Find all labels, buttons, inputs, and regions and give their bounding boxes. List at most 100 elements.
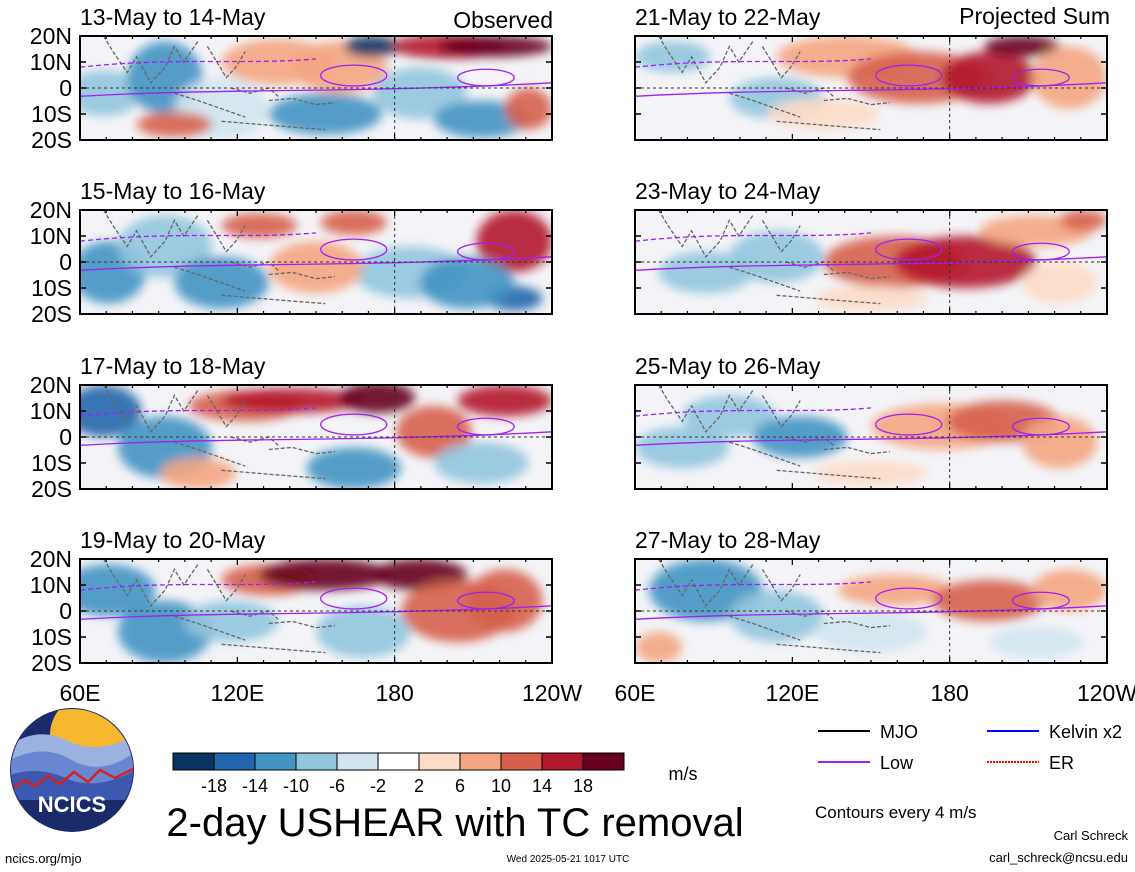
lon-tick-label: 60E	[60, 680, 101, 706]
panel-title: 23-May to 24-May	[635, 178, 821, 204]
lat-tick-label: 20N	[30, 197, 72, 223]
colorbar-swatch	[172, 752, 215, 771]
shear-blob	[80, 564, 156, 617]
shear-blob	[160, 457, 236, 489]
colorbar-swatch	[213, 752, 256, 771]
shear-blob	[658, 251, 753, 294]
panel-title: 27-May to 28-May	[635, 527, 821, 553]
low-contours	[80, 58, 552, 97]
shear-field	[635, 395, 1098, 486]
panel-title: 15-May to 16-May	[80, 178, 266, 204]
lat-tick-label: 20N	[30, 372, 72, 398]
shear-blob	[504, 88, 552, 130]
footer-timestamp: Wed 2025-05-21 1017 UTC	[507, 854, 630, 865]
observed-header: Observed	[453, 7, 553, 33]
shear-field	[80, 559, 543, 663]
shear-blob	[80, 385, 142, 437]
coastlines	[658, 559, 890, 654]
lat-tick-label: 10N	[30, 49, 72, 75]
shear-blob	[221, 213, 298, 239]
legend-label: Kelvin x2	[1049, 722, 1122, 742]
colorbar-swatch	[541, 752, 584, 771]
shear-blob	[183, 600, 279, 643]
shear-blob	[729, 230, 824, 283]
panel: 27-May to 28-May 60E 120E 180 120W	[615, 527, 1135, 706]
shear-blob	[434, 442, 529, 484]
shear-blob	[396, 405, 472, 458]
shear-blob	[988, 626, 1084, 658]
colorbar-swatch	[459, 752, 502, 771]
panel-title: 25-May to 26-May	[635, 353, 821, 379]
colorbar-label: 2	[414, 776, 424, 796]
lat-tick-label: 10S	[31, 101, 72, 127]
colorbar-swatch	[418, 752, 461, 771]
legend-label: ER	[1049, 753, 1074, 773]
main-title: 2-day USHEAR with TC removal	[166, 801, 743, 845]
shear-blob	[221, 388, 364, 414]
lat-tick-label: 20N	[30, 23, 72, 49]
contour-note: Contours every 4 m/s	[815, 803, 977, 822]
footer-email: carl_schreck@ncsu.edu	[989, 850, 1128, 865]
lat-tick-label: 10S	[31, 450, 72, 476]
colorbar-label: 10	[491, 776, 511, 796]
shear-blob	[941, 51, 1037, 104]
lat-tick-label: 20S	[31, 127, 72, 153]
lat-tick-label: 0	[59, 424, 72, 450]
projected-header: Projected Sum	[959, 3, 1110, 29]
panel-title: 21-May to 22-May	[635, 4, 821, 30]
legend-label: Low	[880, 753, 914, 773]
shear-blob	[259, 559, 392, 591]
shear-blob	[457, 385, 552, 417]
lat-tick-label: 20S	[31, 301, 72, 327]
shear-blob	[372, 67, 468, 120]
lat-tick-label: 10S	[31, 624, 72, 650]
lon-tick-label: 60E	[615, 680, 656, 706]
shear-blob	[339, 385, 416, 414]
colorbar-label: 6	[455, 776, 465, 796]
lon-tick-label: 120W	[522, 680, 582, 706]
shear-field	[635, 559, 1107, 663]
shear-field	[80, 385, 552, 489]
panel-title: 19-May to 20-May	[80, 527, 266, 553]
ncics-logo: NCICS	[10, 708, 134, 832]
lon-tick-label: 120E	[765, 680, 819, 706]
colorbar-swatch	[336, 752, 379, 771]
colorbar-label: -2	[370, 776, 386, 796]
shear-blob	[80, 70, 142, 117]
colorbar-unit: m/s	[669, 764, 698, 784]
low-contours	[635, 58, 1107, 97]
shear-blob	[467, 569, 543, 632]
coastlines	[103, 36, 335, 131]
colorbar: -18 -14 -10 -6 -2 2 6 10 14 18	[172, 752, 625, 796]
low-contours	[635, 407, 1107, 446]
lat-tick-label: 0	[59, 75, 72, 101]
shear-blob	[268, 93, 383, 135]
panel: 21-May to 22-May	[634, 4, 1108, 141]
colorbar-swatch	[254, 752, 297, 771]
lat-tick-label: 0	[59, 249, 72, 275]
shear-blob	[268, 241, 364, 294]
shear-blob	[136, 111, 213, 137]
shear-blob	[1022, 262, 1098, 304]
coastlines	[658, 36, 890, 131]
lat-tick-label: 10S	[31, 275, 72, 301]
shear-field	[80, 210, 552, 311]
shear-blob	[635, 41, 711, 73]
legend-label: MJO	[880, 722, 918, 742]
shear-blob	[767, 98, 881, 130]
shear-blob	[837, 574, 952, 606]
shear-blob	[476, 210, 552, 273]
shear-blob	[1022, 416, 1098, 469]
colorbar-swatch	[295, 752, 338, 771]
shear-blob	[306, 447, 401, 489]
shear-blob	[635, 631, 683, 663]
low-contours	[80, 232, 552, 271]
lon-tick-label: 180	[375, 680, 413, 706]
shear-blob	[814, 460, 928, 486]
lon-tick-label: 180	[930, 680, 968, 706]
shear-blob	[682, 395, 777, 438]
